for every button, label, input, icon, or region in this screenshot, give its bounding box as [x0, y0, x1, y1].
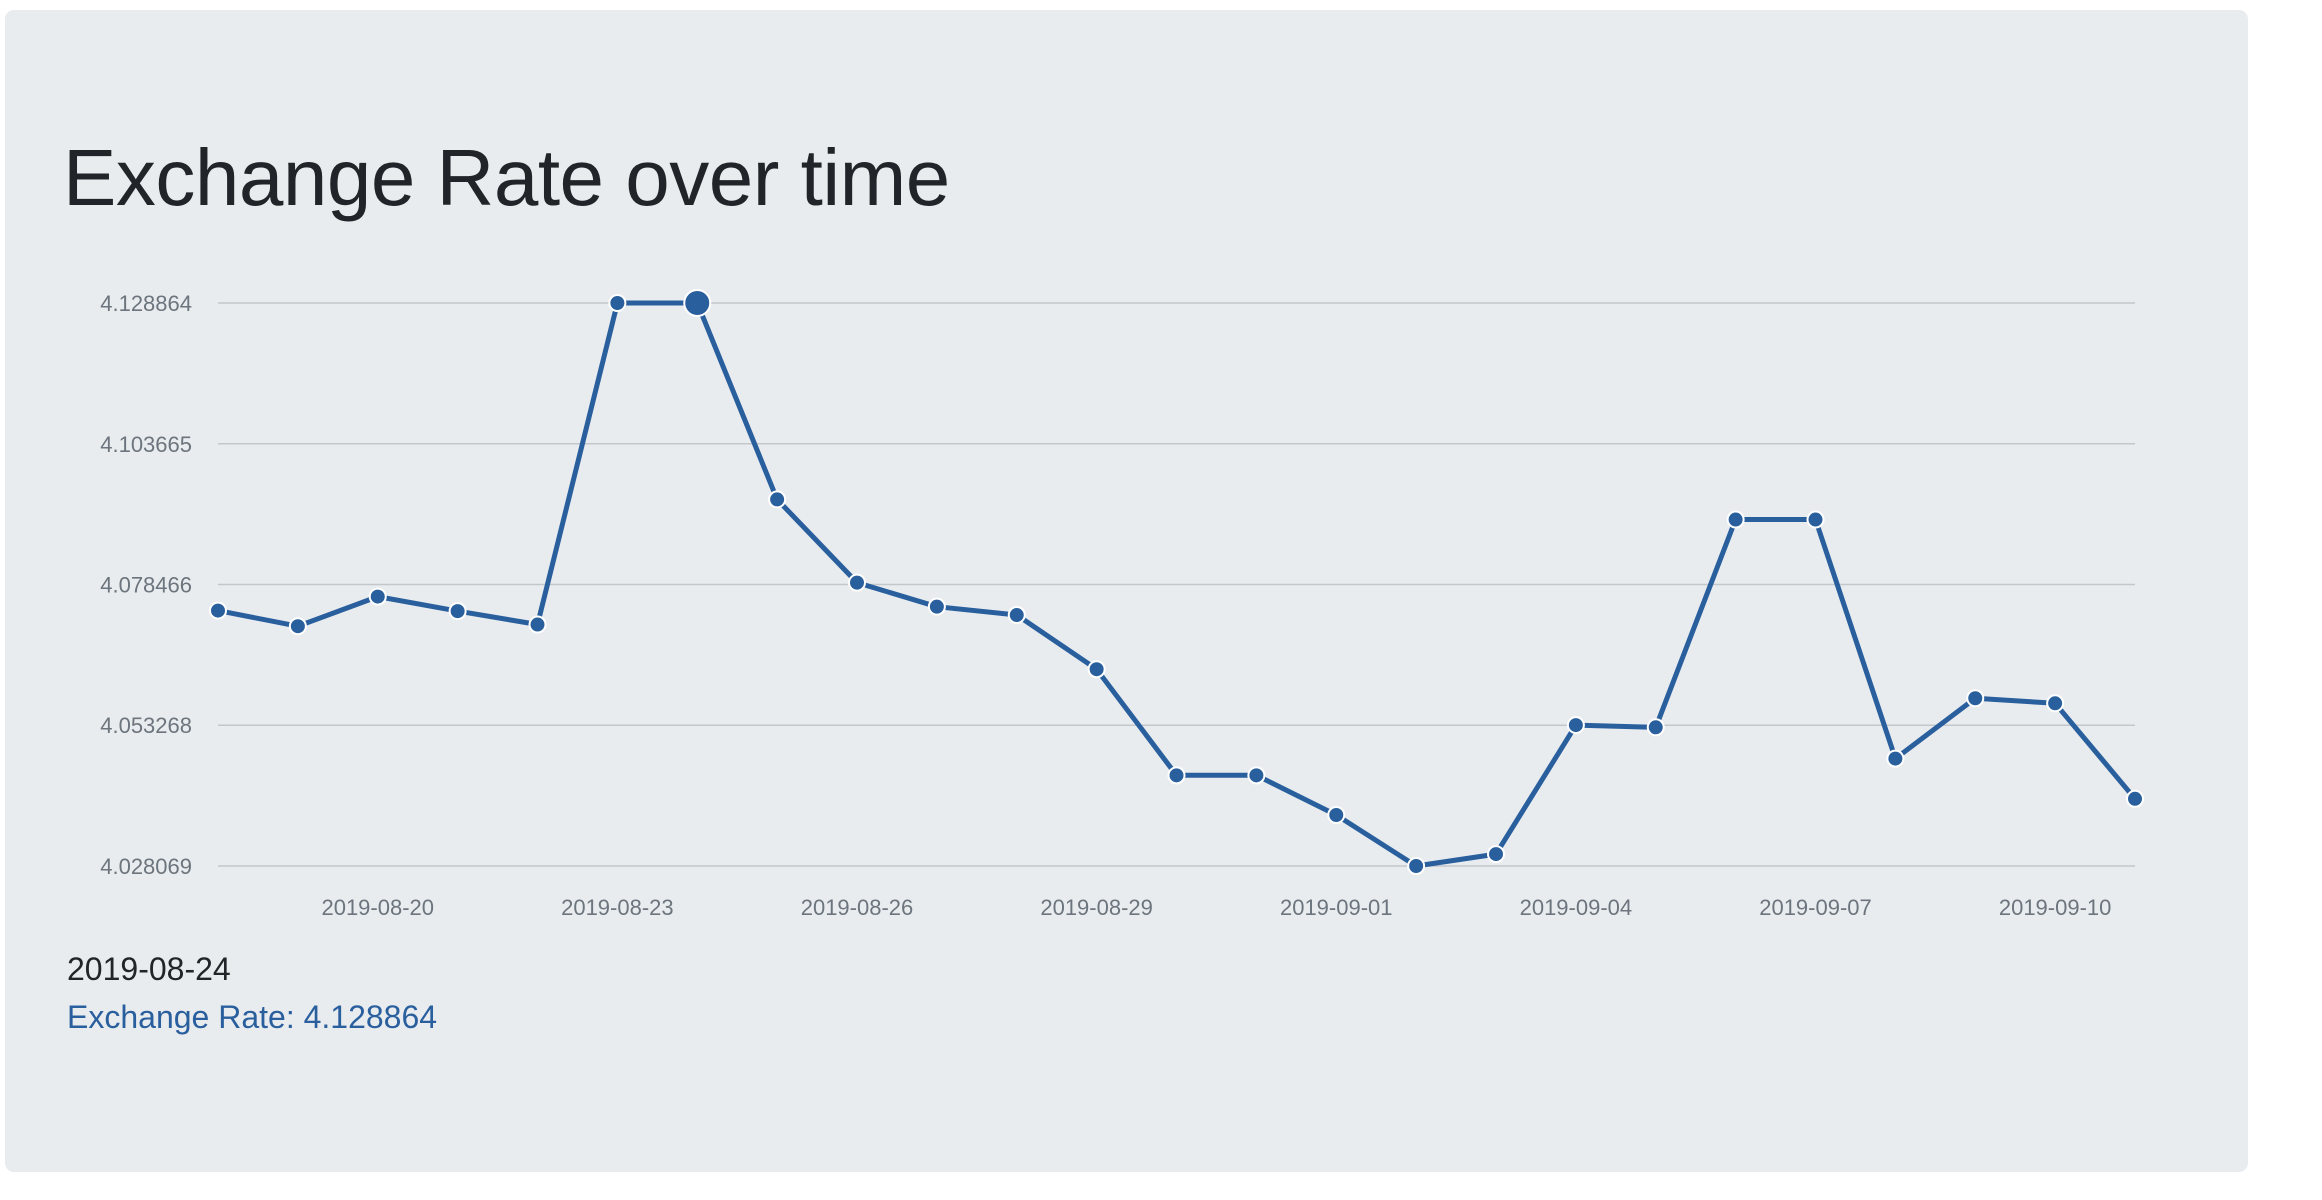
data-point[interactable]	[1487, 845, 1505, 864]
data-point[interactable]	[2126, 789, 2144, 808]
data-point[interactable]	[1566, 716, 1585, 735]
y-tick-label: 4.128864	[100, 291, 192, 316]
data-point[interactable]	[1247, 766, 1266, 785]
tooltip-date: 2019-08-24	[67, 951, 231, 987]
x-tick-label: 2019-09-04	[1520, 895, 1633, 920]
chart-title: Exchange Rate over time	[63, 133, 950, 222]
data-point[interactable]	[1007, 606, 1026, 625]
data-point[interactable]	[1966, 689, 1985, 708]
y-tick-label: 4.053268	[100, 713, 192, 738]
data-point[interactable]	[528, 615, 547, 634]
data-point[interactable]	[448, 602, 467, 621]
x-tick-label: 2019-08-29	[1040, 895, 1153, 920]
y-tick-label: 4.028069	[100, 854, 192, 879]
data-point[interactable]	[1087, 660, 1106, 679]
data-point[interactable]	[368, 587, 387, 606]
tooltip-value: Exchange Rate: 4.128864	[67, 999, 438, 1035]
x-tick-label: 2019-08-26	[801, 895, 914, 920]
data-point[interactable]	[209, 601, 227, 620]
data-point[interactable]	[1806, 510, 1825, 529]
y-tick-label: 4.078466	[100, 573, 192, 598]
data-point[interactable]	[1167, 766, 1186, 785]
y-tick-label: 4.103665	[100, 432, 192, 457]
x-tick-label: 2019-08-20	[321, 895, 434, 920]
data-point[interactable]	[1726, 510, 1745, 529]
data-point[interactable]	[848, 573, 866, 592]
data-point[interactable]	[1886, 749, 1905, 768]
data-point[interactable]	[288, 617, 307, 636]
data-point[interactable]	[768, 490, 787, 509]
data-point[interactable]	[608, 294, 627, 312]
data-point[interactable]	[2046, 694, 2065, 713]
data-point[interactable]	[1646, 718, 1665, 737]
x-tick-label: 2019-09-10	[1999, 895, 2112, 920]
data-point[interactable]	[1327, 805, 1346, 824]
data-point[interactable]	[1407, 857, 1426, 875]
x-tick-label: 2019-08-23	[561, 895, 674, 920]
x-tick-label: 2019-09-07	[1759, 895, 1872, 920]
data-point[interactable]	[927, 597, 946, 616]
x-tick-label: 2019-09-01	[1280, 895, 1393, 920]
highlighted-data-point[interactable]	[683, 289, 712, 317]
